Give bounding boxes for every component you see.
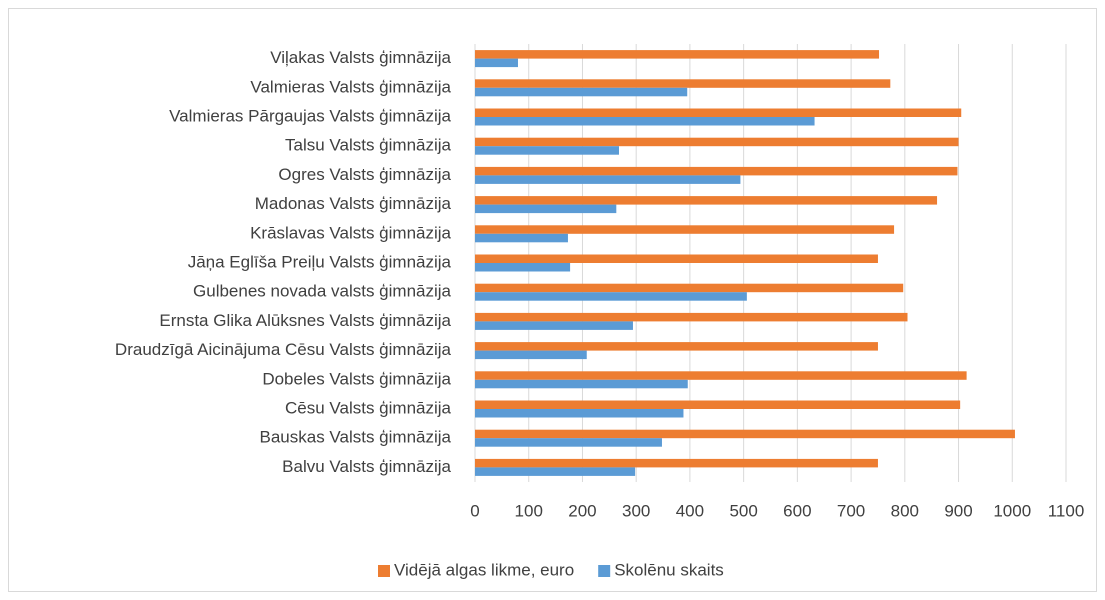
x-tick-label: 100 (515, 501, 543, 520)
bar (475, 254, 878, 263)
bar (475, 204, 617, 214)
y-tick-label: Jāņa Eglīša Preiļu Valsts ģimnāzija (188, 252, 452, 271)
legend-label: Vidējā algas likme, euro (394, 560, 574, 579)
bar (475, 379, 688, 389)
x-tick-label: 0 (470, 501, 479, 520)
y-tick-label: Gulbenes novada valsts ģimnāzija (193, 282, 452, 301)
x-tick-label: 800 (891, 501, 919, 520)
bar (475, 312, 908, 322)
bar (475, 371, 967, 380)
y-tick-label: Cēsu Valsts ģimnāzija (285, 398, 452, 417)
x-tick-label: 1000 (993, 501, 1031, 520)
x-tick-label: 1100 (1048, 501, 1085, 520)
bar (475, 429, 1015, 439)
y-tick-label: Draudzīgā Aicinājuma Cēsu Valsts ģimnāzi… (115, 340, 452, 359)
bar (475, 50, 880, 59)
legend-label: Skolēnu skaits (614, 560, 724, 579)
bar (475, 292, 747, 301)
x-tick-label: 700 (837, 501, 865, 520)
x-tick-label: 500 (729, 501, 757, 520)
bar (475, 225, 895, 234)
y-tick-label: Viļakas Valsts ģimnāzija (270, 48, 451, 67)
x-tick-label: 900 (944, 501, 972, 520)
bar (475, 166, 958, 176)
bar (475, 175, 741, 184)
bar (475, 467, 636, 476)
bar (475, 79, 891, 88)
x-tick-label: 200 (568, 501, 596, 520)
bar (475, 321, 633, 330)
bar (475, 438, 662, 447)
x-tick-label: 400 (676, 501, 704, 520)
bar (475, 233, 568, 243)
y-tick-label: Ernsta Glika Alūksnes Valsts ģimnāzija (159, 311, 451, 330)
bar (475, 58, 518, 68)
bar (475, 108, 962, 117)
legend-swatch (378, 565, 390, 577)
bar (475, 400, 961, 409)
y-tick-label: Balvu Valsts ģimnāzija (282, 457, 451, 476)
x-tick-label: 300 (622, 501, 650, 520)
legend-swatch (598, 565, 611, 577)
bar (475, 458, 878, 468)
bar (475, 263, 571, 272)
bar (475, 283, 904, 293)
bar (475, 196, 938, 205)
bar (475, 342, 878, 351)
bar (475, 137, 959, 147)
y-tick-label: Krāslavas Valsts ģimnāzija (250, 223, 451, 242)
bar (475, 146, 619, 155)
y-tick-label: Valmieras Pārgaujas Valsts ģimnāzija (169, 106, 451, 125)
x-tick-label: 600 (783, 501, 811, 520)
bar (475, 87, 688, 97)
bar (475, 117, 815, 126)
y-tick-label: Valmieras Valsts ģimnāzija (250, 77, 451, 96)
bar (475, 350, 587, 360)
y-tick-label: Dobeles Valsts ģimnāzija (262, 369, 451, 388)
y-tick-label: Madonas Valsts ģimnāzija (255, 194, 452, 213)
y-tick-label: Talsu Valsts ģimnāzija (285, 136, 452, 155)
bar (475, 409, 684, 418)
y-tick-label: Ogres Valsts ģimnāzija (278, 165, 451, 184)
y-tick-label: Bauskas Valsts ģimnāzija (260, 428, 452, 447)
